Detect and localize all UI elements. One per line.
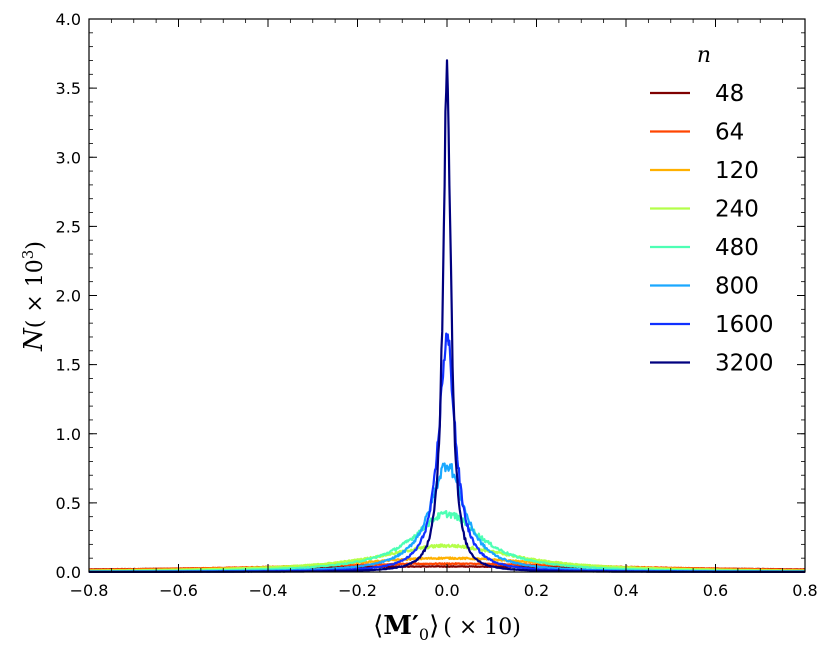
x-tick-label: −0.6 [159, 581, 198, 600]
y-axis-label: N( × 103) [19, 241, 49, 352]
y-axis-label-main: N [19, 327, 49, 352]
legend-label-240: 240 [715, 197, 759, 223]
legend: n 48 64 120 240 480 800 1600 3200 [650, 43, 774, 377]
legend-label-480: 480 [715, 235, 759, 261]
y-tick-label: 1.5 [56, 356, 81, 375]
y-tick-label: 2.5 [56, 217, 81, 236]
x-tick-label: −0.8 [70, 581, 109, 600]
x-tick-label: 0.4 [613, 581, 638, 600]
x-axis-label-open: ⟨ [373, 611, 383, 641]
legend-title: n [697, 43, 711, 68]
x-axis-label-close: ⟩ [429, 611, 439, 641]
x-tick-label: 0.6 [703, 581, 728, 600]
y-axis-label-sup: 3 [19, 250, 37, 260]
y-tick-label: 1.0 [56, 425, 81, 444]
x-tick-label: 0.0 [434, 581, 459, 600]
legend-label-120: 120 [715, 158, 759, 184]
legend-label-64: 64 [715, 120, 744, 146]
x-tick-label: 0.2 [524, 581, 549, 600]
ticks-layer: −0.8 −0.6 −0.4 −0.2 0.0 0.2 0.4 0.6 0.8 0.0 0.5 1.0… [56, 10, 818, 600]
x-axis-label-sub: 0 [419, 625, 429, 644]
legend-label-3200: 3200 [715, 351, 774, 377]
plot-background [89, 19, 805, 572]
x-tick-label: −0.4 [249, 581, 288, 600]
y-axis-label-scale: ( × 10 [23, 259, 48, 328]
y-tick-label: 3.0 [56, 148, 81, 167]
legend-label-1600: 1600 [715, 312, 774, 338]
x-tick-label: 0.8 [792, 581, 817, 600]
y-tick-label: 2.0 [56, 287, 81, 306]
y-axis-label-close: ) [23, 241, 48, 250]
x-axis-label: ⟨M′0⟩( × 10) [373, 611, 521, 644]
x-axis-label-scale: ( × 10) [443, 615, 521, 640]
legend-label-48: 48 [715, 81, 744, 107]
y-tick-label: 4.0 [56, 10, 81, 29]
x-tick-label: −0.2 [338, 581, 377, 600]
y-tick-label: 0.5 [56, 494, 81, 513]
legend-label-800: 800 [715, 274, 759, 300]
x-axis-label-main: M′ [383, 611, 419, 641]
y-tick-label: 3.5 [56, 79, 81, 98]
y-tick-label: 0.0 [56, 563, 81, 582]
series-line-240 [88, 543, 806, 572]
